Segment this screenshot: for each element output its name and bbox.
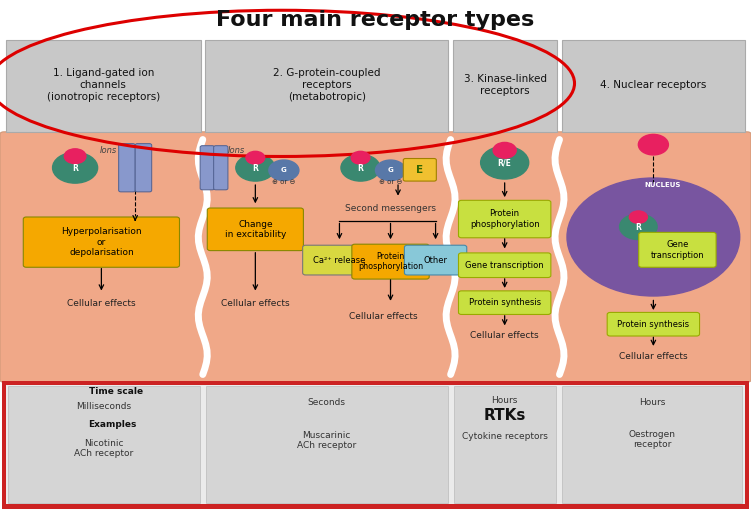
FancyBboxPatch shape — [207, 208, 303, 251]
Circle shape — [567, 178, 740, 296]
Text: Oestrogen
receptor: Oestrogen receptor — [629, 430, 675, 449]
Text: G: G — [281, 167, 287, 173]
Text: Time scale: Time scale — [89, 387, 143, 397]
Circle shape — [246, 151, 264, 164]
Text: Ions: Ions — [101, 146, 117, 155]
Text: Second messengers: Second messengers — [345, 204, 436, 213]
Text: Cellular effects: Cellular effects — [470, 331, 539, 340]
Text: Four main receptor types: Four main receptor types — [216, 10, 535, 30]
FancyBboxPatch shape — [351, 244, 430, 279]
FancyBboxPatch shape — [638, 232, 716, 267]
FancyBboxPatch shape — [200, 146, 215, 190]
Circle shape — [351, 151, 369, 164]
FancyBboxPatch shape — [206, 386, 448, 503]
Circle shape — [269, 160, 299, 181]
Text: Change
in excitability: Change in excitability — [225, 220, 286, 239]
Circle shape — [629, 211, 647, 223]
Text: Nicotinic
ACh receptor: Nicotinic ACh receptor — [74, 439, 133, 458]
Circle shape — [53, 152, 98, 183]
FancyBboxPatch shape — [562, 386, 742, 503]
Circle shape — [638, 134, 668, 155]
Text: Gene transcription: Gene transcription — [466, 261, 544, 270]
Text: Protein
phosphorylation: Protein phosphorylation — [358, 252, 423, 271]
Circle shape — [236, 154, 275, 181]
FancyBboxPatch shape — [8, 386, 200, 503]
Text: 2. G-protein-coupled
receptors
(metabotropic): 2. G-protein-coupled receptors (metabotr… — [273, 68, 381, 102]
Text: Gene
transcription: Gene transcription — [650, 240, 704, 260]
Text: Hours: Hours — [638, 398, 665, 407]
Text: Protein synthesis: Protein synthesis — [469, 298, 541, 307]
FancyBboxPatch shape — [0, 132, 751, 382]
FancyBboxPatch shape — [459, 253, 551, 278]
FancyBboxPatch shape — [405, 245, 467, 275]
Text: Cellular effects: Cellular effects — [221, 299, 290, 308]
FancyBboxPatch shape — [135, 144, 152, 192]
Text: Ca²⁺ release: Ca²⁺ release — [313, 255, 366, 265]
Text: Protein synthesis: Protein synthesis — [617, 320, 689, 329]
Text: NUCLEUS: NUCLEUS — [644, 182, 680, 188]
Text: R: R — [72, 164, 78, 173]
Circle shape — [481, 146, 529, 179]
FancyBboxPatch shape — [23, 217, 179, 267]
FancyBboxPatch shape — [205, 40, 448, 132]
FancyBboxPatch shape — [403, 159, 436, 181]
Text: Milliseconds: Milliseconds — [76, 402, 131, 411]
Text: Muscarinic
ACh receptor: Muscarinic ACh receptor — [297, 431, 356, 450]
FancyBboxPatch shape — [6, 385, 745, 504]
FancyBboxPatch shape — [303, 245, 376, 275]
Text: Hyperpolarisation
or
depolarisation: Hyperpolarisation or depolarisation — [61, 227, 142, 257]
Text: Cellular effects: Cellular effects — [348, 312, 418, 321]
FancyBboxPatch shape — [453, 40, 557, 132]
Text: Cytokine receptors: Cytokine receptors — [462, 431, 547, 441]
Text: Seconds: Seconds — [308, 398, 345, 407]
FancyBboxPatch shape — [2, 381, 749, 509]
Text: Ions: Ions — [228, 146, 245, 155]
Text: R: R — [252, 164, 258, 173]
Text: R: R — [635, 223, 641, 232]
Circle shape — [620, 214, 657, 240]
FancyBboxPatch shape — [119, 144, 135, 192]
Text: Hours: Hours — [491, 396, 518, 405]
FancyBboxPatch shape — [213, 146, 228, 190]
Text: ⊕ or ⊖: ⊕ or ⊖ — [272, 179, 296, 185]
Text: 3. Kinase-linked
receptors: 3. Kinase-linked receptors — [463, 74, 547, 96]
FancyBboxPatch shape — [607, 312, 700, 336]
Circle shape — [65, 149, 86, 164]
Text: Protein
phosphorylation: Protein phosphorylation — [470, 209, 539, 229]
Circle shape — [493, 143, 516, 158]
Text: RTKs: RTKs — [484, 408, 526, 423]
Text: Cellular effects: Cellular effects — [619, 351, 688, 361]
Text: Examples: Examples — [89, 420, 137, 429]
Text: R: R — [357, 164, 363, 173]
Text: R/E: R/E — [498, 159, 511, 168]
Circle shape — [376, 160, 406, 181]
Circle shape — [341, 154, 380, 181]
FancyBboxPatch shape — [454, 386, 556, 503]
Text: Other: Other — [424, 255, 448, 265]
Text: 4. Nuclear receptors: 4. Nuclear receptors — [600, 80, 707, 90]
Text: E: E — [416, 165, 424, 175]
FancyBboxPatch shape — [459, 291, 551, 314]
FancyBboxPatch shape — [6, 40, 201, 132]
FancyBboxPatch shape — [459, 201, 551, 238]
Text: ⊕ or ⊖: ⊕ or ⊖ — [379, 179, 403, 185]
Text: Cellular effects: Cellular effects — [67, 299, 136, 308]
FancyBboxPatch shape — [562, 40, 745, 132]
Text: G: G — [388, 167, 394, 173]
Text: 1. Ligand-gated ion
channels
(ionotropic receptors): 1. Ligand-gated ion channels (ionotropic… — [47, 68, 160, 102]
